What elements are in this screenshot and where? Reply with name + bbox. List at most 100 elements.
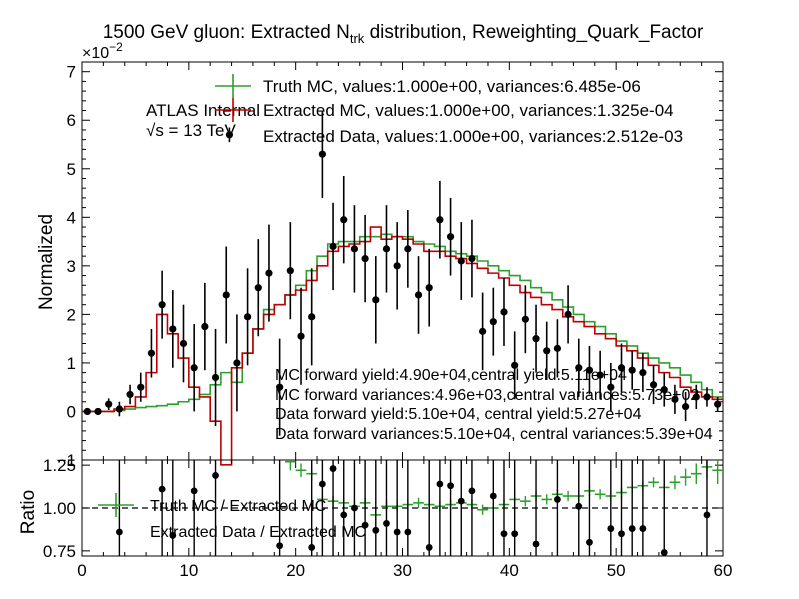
ratio-data-point: [500, 530, 508, 538]
x-tick-labels: 0 10 20 30 40 50 60: [77, 561, 732, 580]
data-point: [436, 216, 444, 224]
ratio-data-point: [703, 511, 711, 519]
ratio-data-point: [340, 511, 348, 519]
ratio-data-point: [329, 465, 337, 472]
legend-label-extracted-mc: Extracted MC, values:1.000e+00, variance…: [263, 101, 674, 120]
data-point: [286, 267, 294, 275]
x-tick-label: 20: [286, 561, 305, 580]
y-tick-label: 1: [67, 354, 76, 373]
ratio-data-point: [308, 544, 316, 551]
data-point: [500, 308, 508, 316]
data-point: [94, 407, 102, 416]
ratio-axis-ticks: [81, 460, 724, 556]
data-point: [553, 344, 562, 352]
legend-label-extracted-data: Extracted Data, values:1.000e+00, varian…: [263, 127, 683, 146]
ratio-y-tick-label: 1.25: [43, 456, 76, 475]
ratio-data-point: [586, 538, 593, 546]
y-tick-label: 5: [67, 160, 76, 179]
ratio-data-point: [351, 504, 358, 512]
y-tick-label: 4: [67, 208, 76, 227]
data-point: [446, 233, 455, 241]
main-axis-ticks: [81, 62, 724, 461]
y-scale-exponent: ×10−2: [82, 40, 123, 62]
ratio-data-point: [575, 502, 583, 510]
ratio-data-point: [115, 528, 123, 536]
ratio-data-series: [115, 460, 711, 556]
data-point: [511, 361, 519, 369]
ratio-data-point: [468, 487, 476, 495]
data-point: [265, 269, 273, 277]
ratio-data-point: [318, 480, 326, 488]
ratio-data-point: [511, 530, 519, 538]
ratio-data-point: [361, 521, 369, 529]
data-point: [457, 257, 465, 265]
data-point: [137, 383, 145, 391]
main-plot-panel: −1 0 1 2 3 4 5 6 7: [57, 61, 724, 470]
data-point: [639, 369, 647, 377]
data-point: [361, 254, 369, 263]
data-point: [276, 383, 284, 391]
ratio-data-point: [404, 528, 412, 536]
data-point: [179, 339, 188, 348]
ratio-data-point: [457, 497, 465, 505]
data-point: [468, 254, 476, 263]
y-tick-label: 3: [67, 257, 76, 276]
extracted-mc-histogram: [82, 226, 723, 466]
data-point: [222, 291, 230, 299]
data-point: [372, 296, 380, 304]
ratio-data-point: [393, 528, 401, 536]
data-point: [692, 393, 700, 401]
main-y-tick-labels: −1 0 1 2 3 4 5 6 7: [57, 63, 76, 470]
y-tick-label: 0: [67, 402, 76, 421]
y-tick-label: 6: [67, 111, 76, 130]
data-point: [404, 245, 412, 253]
data-point: [521, 315, 529, 323]
data-point: [575, 364, 583, 372]
data-point: [703, 393, 711, 401]
truth-mc-histogram: [82, 233, 723, 413]
data-point: [233, 359, 241, 367]
x-tick-label: 0: [77, 561, 86, 580]
data-point: [147, 349, 156, 357]
yield-note-4: Data forward variances:5.10e+04, central…: [275, 426, 713, 443]
y-tick-label: −1: [57, 451, 76, 470]
legend: Truth MC, values:1.000e+00, variances:6.…: [215, 74, 683, 146]
data-point: [243, 313, 252, 321]
ratio-plot-panel: 0.75 1.00 1.25 0 10 20 30 40 50 60: [43, 456, 733, 580]
yield-note-2: MC forward variances:4.96e+03,central va…: [275, 387, 699, 404]
ratio-data-point: [425, 544, 433, 551]
legend-label-truth: Truth MC, values:1.000e+00, variances:6.…: [263, 77, 641, 96]
data-point: [329, 242, 337, 251]
ratio-data-point: [628, 525, 636, 532]
data-point: [211, 373, 220, 382]
y-tick-label: 2: [67, 305, 76, 324]
data-point: [115, 405, 123, 413]
data-point: [83, 407, 91, 416]
data-point: [585, 366, 594, 374]
data-point: [254, 284, 262, 292]
legend-marker-truth: [215, 74, 251, 98]
ratio-y-axis-label: Ratio: [18, 490, 39, 534]
data-point: [564, 310, 572, 318]
data-point: [225, 131, 234, 139]
data-point: [649, 381, 658, 389]
data-point: [617, 364, 626, 372]
data-point: [190, 364, 198, 372]
x-tick-label: 50: [607, 561, 626, 580]
y-axis-label: Normalized: [36, 214, 57, 310]
data-point: [671, 395, 679, 403]
ratio-legend-label-data: Extracted Data / Extracted MC: [150, 524, 366, 541]
data-point: [607, 383, 615, 391]
data-point: [425, 284, 433, 292]
data-point: [414, 291, 423, 299]
ratio-data-point: [447, 482, 454, 490]
energy-label: √s = 13 TeV: [146, 121, 236, 140]
ratio-data-point: [532, 540, 540, 548]
ratio-data-point: [660, 549, 668, 556]
main-histograms: [82, 226, 723, 466]
data-point: [714, 400, 722, 408]
data-point: [596, 371, 604, 379]
yield-note-1: MC forward yield:4.90e+04,central yield:…: [275, 367, 627, 384]
data-point: [660, 386, 668, 394]
